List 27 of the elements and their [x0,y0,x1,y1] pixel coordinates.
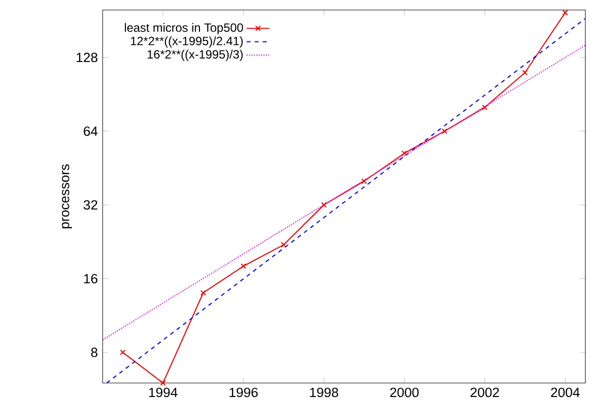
x-tick-label: 1994 [149,388,178,398]
point [442,128,448,134]
point [200,290,206,296]
x-tick-label: 2000 [390,388,419,398]
y-axis-title: processors [62,164,72,228]
x-tick-label: 2002 [470,388,499,398]
legend-label: least micros in Top500 [124,23,243,34]
legend-label: 16*2**((x-1995)/3) [148,50,243,61]
y-tick-label: 128 [76,52,98,62]
x-tick-label: 1996 [230,388,258,398]
y-tick-label: 8 [91,348,98,358]
point [562,10,568,16]
y-tick-label: 32 [84,200,98,210]
legend-label: 12*2**((x-1995)/2.41) [130,36,243,48]
point [522,70,528,76]
point [240,263,246,269]
x-tick-label: 2004 [551,388,580,398]
point [321,202,327,208]
point [280,242,286,248]
point [160,380,166,386]
y-tick-label: 64 [84,126,98,136]
y-tick-label: 16 [84,274,98,284]
point [402,150,408,156]
x-tick-label: 1998 [310,388,338,398]
point [482,104,488,110]
point [361,178,367,184]
point [120,350,126,356]
